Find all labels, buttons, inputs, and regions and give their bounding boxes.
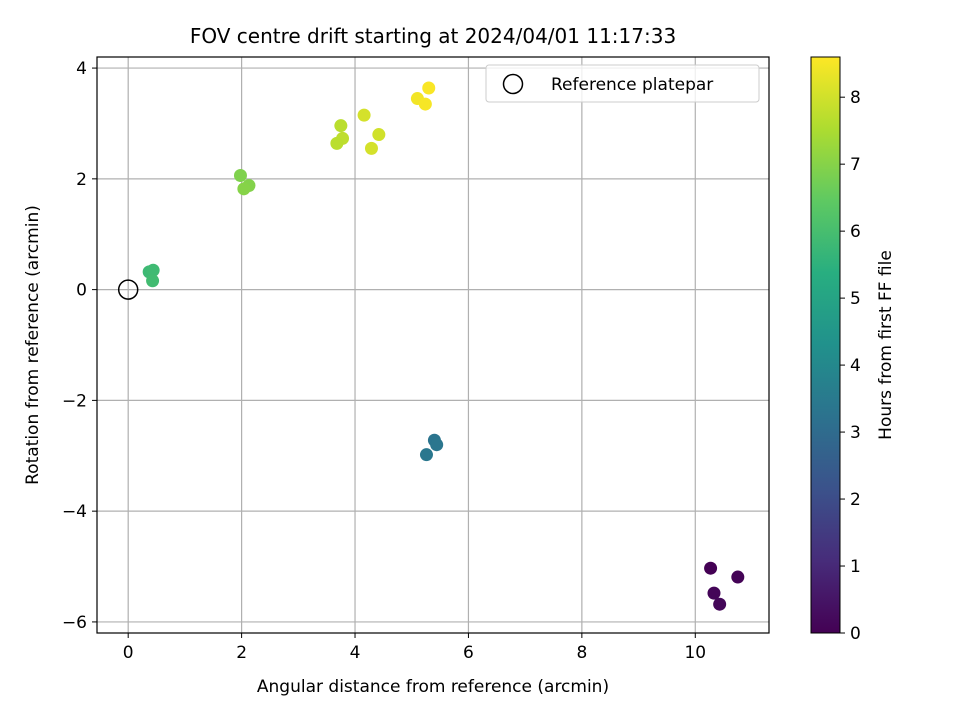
colorbar-gradient: [810, 56, 841, 634]
data-point: [418, 97, 432, 111]
data-point: [237, 182, 251, 196]
grid-lines: [97, 57, 769, 633]
plot-frame: [96, 56, 770, 634]
colorbar: 0 1 2 3 4 5 6 7 8 Hours from first FF file: [810, 56, 896, 644]
colorbar-tick-label: 8: [850, 88, 861, 108]
x-axis-label: Angular distance from reference (arcmin): [257, 677, 609, 697]
colorbar-label: Hours from first FF file: [876, 250, 896, 440]
x-tick-label: 6: [463, 643, 474, 663]
y-tick-label: 2: [76, 170, 87, 190]
data-point: [146, 263, 160, 277]
y-axis-ticks: −6 −4 −2 0 2 4: [62, 59, 97, 633]
chart-title: FOV centre drift starting at 2024/04/01 …: [190, 24, 676, 48]
colorbar-tick-label: 1: [850, 557, 861, 577]
colorbar-tick-label: 2: [850, 490, 861, 510]
data-point: [372, 128, 386, 142]
x-tick-label: 2: [236, 643, 247, 663]
legend: Reference platepar: [485, 64, 760, 103]
legend-reference-marker: [502, 73, 524, 95]
data-point: [357, 108, 371, 122]
data-point: [334, 119, 348, 133]
data-point: [704, 561, 718, 575]
data-point: [419, 448, 433, 462]
y-tick-label: −4: [62, 502, 87, 522]
y-axis-label: Rotation from reference (arcmin): [23, 205, 43, 485]
data-point: [330, 136, 344, 150]
colorbar-ticks: 0 1 2 3 4 5 6 7 8: [840, 88, 861, 644]
legend-box: [485, 64, 760, 103]
data-point: [731, 570, 745, 584]
data-point: [233, 169, 247, 183]
x-tick-label: 0: [123, 643, 134, 663]
colorbar-tick-label: 6: [850, 222, 861, 242]
colorbar-tick-label: 7: [850, 155, 861, 175]
x-tick-label: 10: [684, 643, 706, 663]
y-tick-label: −6: [62, 613, 87, 633]
legend-label: Reference platepar: [551, 75, 713, 95]
x-tick-label: 4: [350, 643, 361, 663]
colorbar-tick-label: 5: [850, 289, 861, 309]
y-tick-label: 4: [76, 59, 87, 79]
colorbar-tick-label: 3: [850, 423, 861, 443]
data-point: [364, 141, 378, 155]
reference-platepar-marker: [117, 279, 139, 300]
x-tick-label: 8: [576, 643, 587, 663]
colorbar-tick-label: 0: [850, 624, 861, 644]
data-point: [146, 274, 160, 288]
data-point: [713, 597, 727, 611]
x-axis-ticks: 0 2 4 6 8 10: [123, 633, 706, 663]
data-point: [422, 81, 436, 95]
data-point: [707, 586, 721, 600]
y-tick-label: −2: [62, 391, 87, 411]
y-tick-label: 0: [76, 281, 87, 301]
colorbar-tick-label: 4: [850, 356, 861, 376]
data-point: [430, 438, 444, 452]
data-points: [117, 81, 745, 611]
